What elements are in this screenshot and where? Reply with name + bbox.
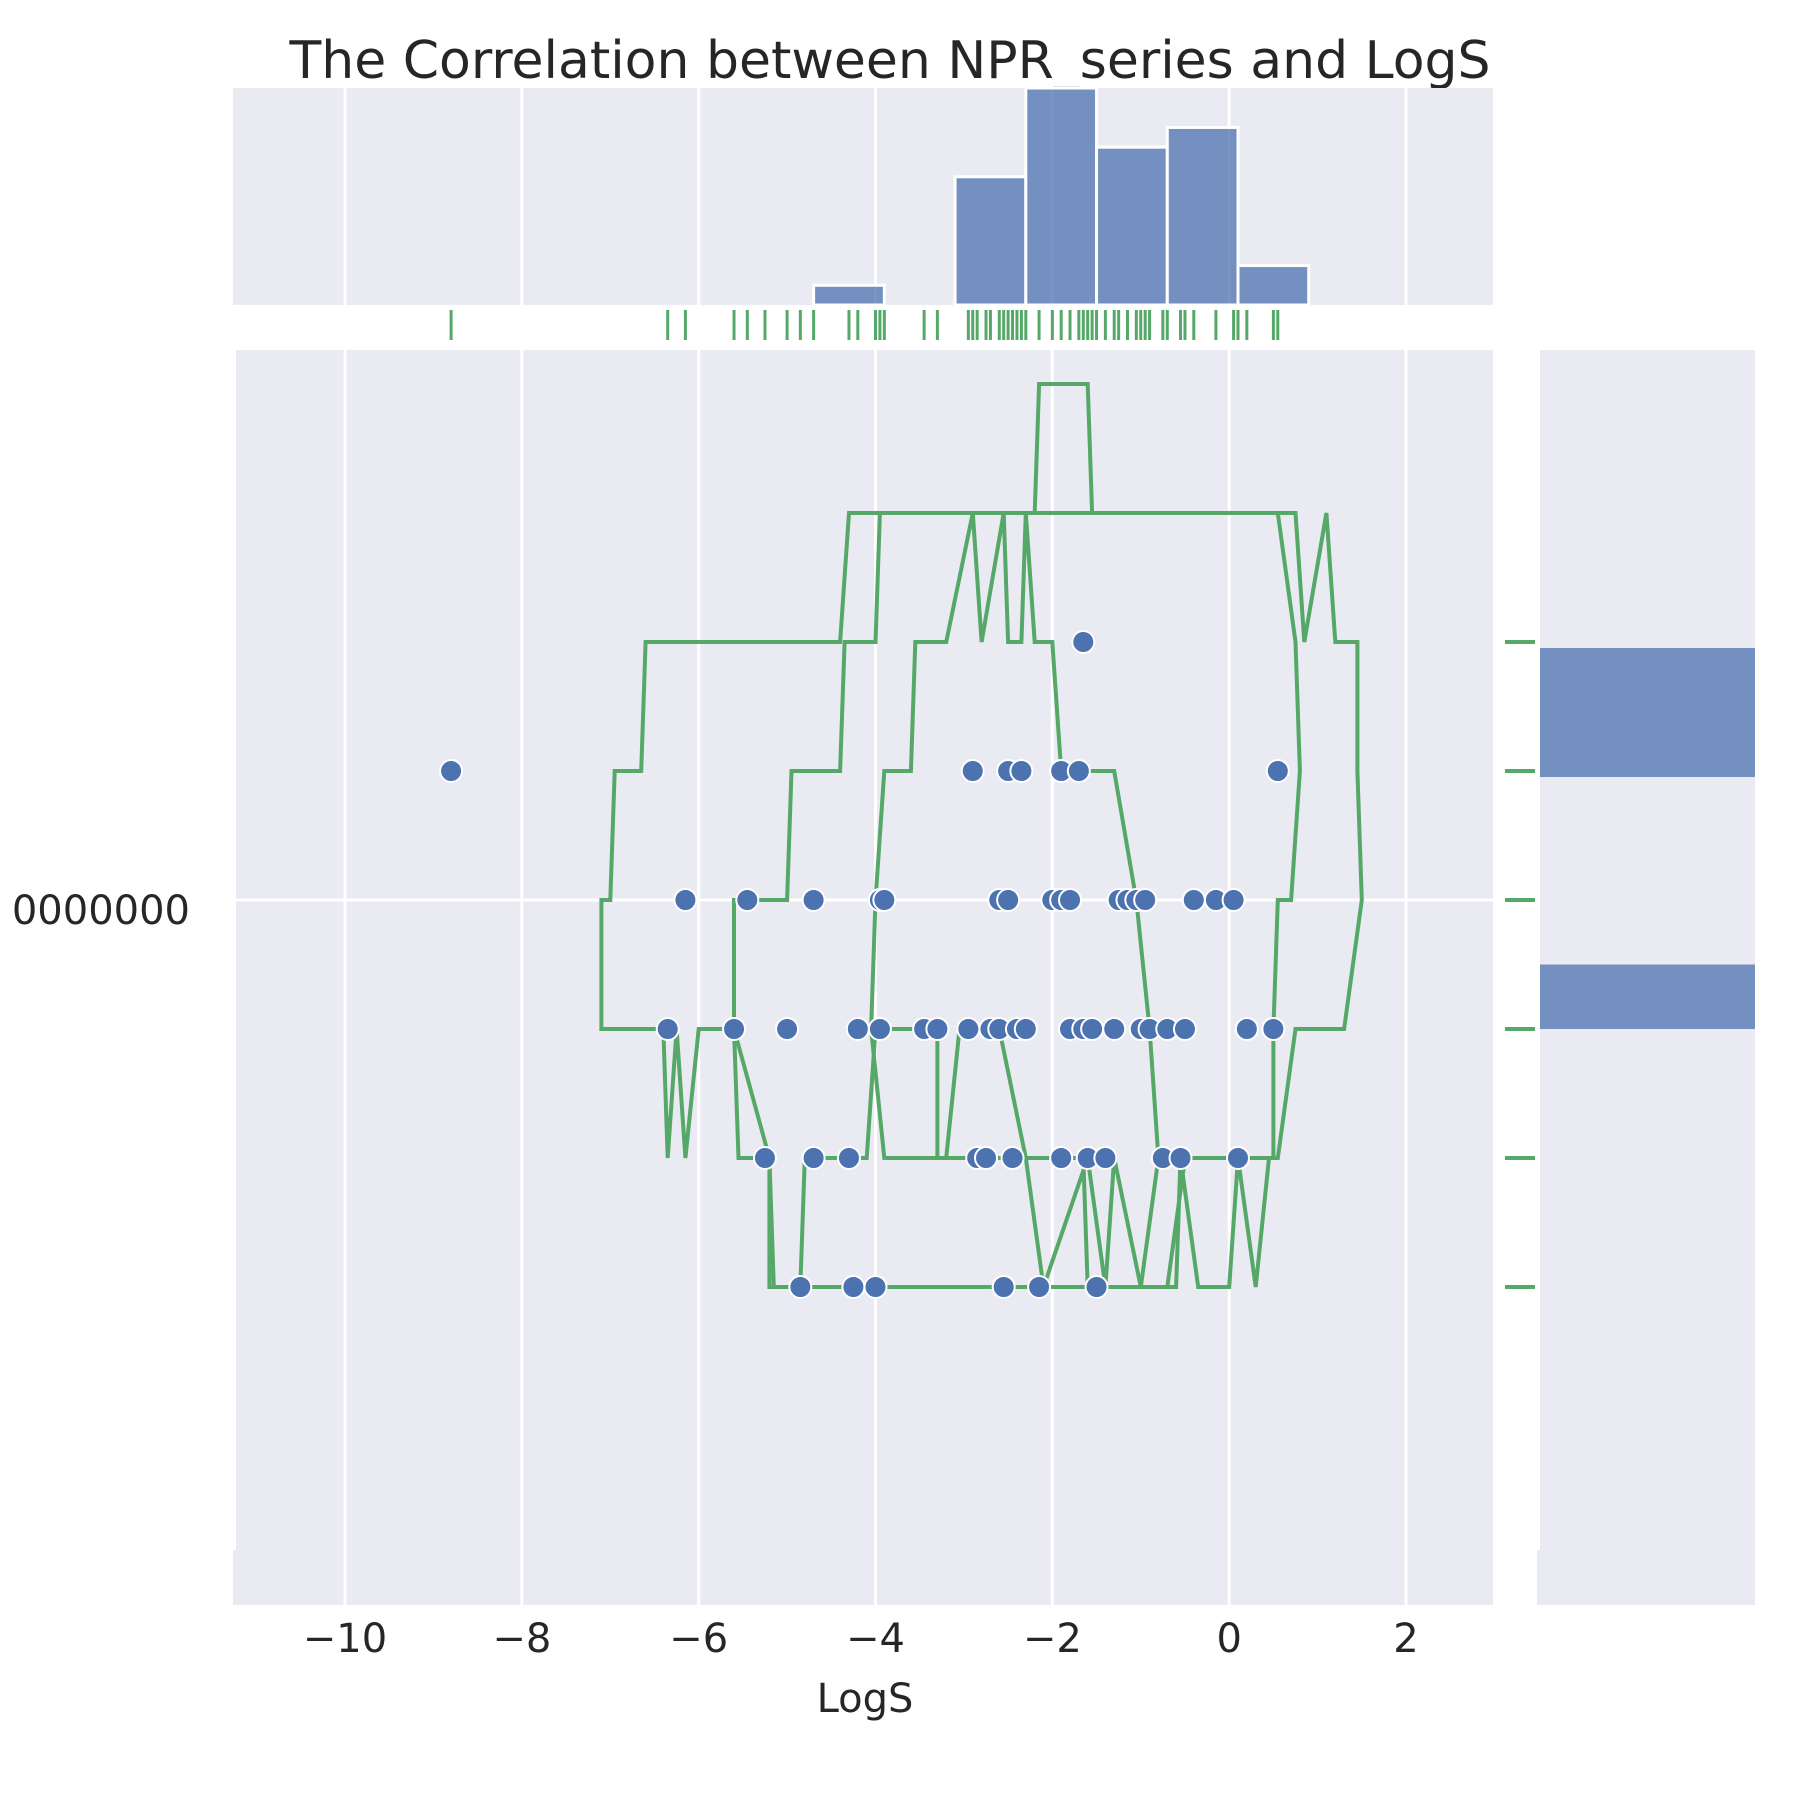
x-tick-label: 0 (1216, 1616, 1241, 1662)
scatter-point (1000, 1146, 1025, 1170)
scatter-point (1133, 888, 1158, 912)
scatter-point (925, 1017, 950, 1041)
scatter-point (1102, 1017, 1127, 1041)
scatter-point (1226, 1146, 1251, 1170)
scatter-point (673, 888, 698, 912)
scatter-point (439, 759, 464, 783)
x-tick-label: −6 (669, 1616, 728, 1662)
scatter-point (1049, 1146, 1074, 1170)
scatter-point (1093, 1146, 1118, 1170)
scatter-point (956, 1017, 981, 1041)
chart-title: The Correlation between NPR_series and L… (288, 31, 1490, 91)
scatter-point (991, 1275, 1016, 1299)
scatter-point (752, 1146, 777, 1170)
scatter-point (1084, 1275, 1109, 1299)
top-histogram-bar (1024, 86, 1099, 307)
scatter-point (1058, 888, 1083, 912)
x-tick-label: −2 (1023, 1616, 1082, 1662)
scatter-point (801, 1146, 826, 1170)
main-scatter-axes (233, 350, 1493, 1605)
scatter-point (836, 1146, 861, 1170)
x-tick-label: −4 (846, 1616, 905, 1662)
scatter-point (1265, 759, 1290, 783)
scatter-point (801, 888, 826, 912)
right-histogram-bar (1540, 648, 1755, 777)
scatter-point (1181, 888, 1206, 912)
main-plot-background-bottom (233, 1550, 1493, 1605)
scatter-point (1080, 1017, 1105, 1041)
scatter-point (1261, 1017, 1286, 1041)
x-axis-ticks: −10 −8 −6 −4 −2 0 2 (303, 1616, 1419, 1662)
scatter-point (1027, 1275, 1052, 1299)
right-histogram-bar (1540, 964, 1755, 1029)
scatter-point (1071, 630, 1096, 654)
scatter-point (1172, 1017, 1197, 1041)
top-histogram-bar (1095, 145, 1169, 307)
top-rug-plot (449, 310, 1280, 340)
top-histogram-bar (1165, 125, 1240, 307)
main-plot-background (236, 350, 1493, 1555)
scatter-point (996, 888, 1021, 912)
scatter-point (841, 1275, 866, 1299)
scatter-point (1221, 888, 1246, 912)
x-tick-label: −10 (303, 1616, 387, 1662)
scatter-point (863, 1275, 888, 1299)
scatter-point (735, 888, 760, 912)
scatter-point (872, 888, 897, 912)
right-rug-plot (1505, 640, 1535, 1289)
x-tick-label: 2 (1393, 1616, 1418, 1662)
scatter-point (788, 1275, 813, 1299)
right-marginal-histogram (1537, 350, 1755, 1605)
scatter-point (722, 1017, 747, 1041)
top-histogram-bar (1236, 264, 1311, 307)
right-marginal-background-bottom (1537, 1550, 1755, 1605)
scatter-point (775, 1017, 800, 1041)
scatter-point (974, 1146, 999, 1170)
top-histogram-bar (953, 175, 1028, 307)
scatter-point (655, 1017, 680, 1041)
scatter-point (960, 759, 985, 783)
top-histogram-bar (812, 283, 886, 307)
density-contour-line (732, 382, 1302, 1289)
scatter-point (1234, 1017, 1259, 1041)
scatter-point (845, 1017, 870, 1041)
scatter-point (867, 1017, 892, 1041)
top-marginal-histogram (233, 86, 1493, 307)
x-axis-label: LogS (817, 1676, 914, 1722)
x-tick-label: −8 (492, 1616, 551, 1662)
y-tick-label: 0000000 (12, 888, 190, 934)
scatter-point (1168, 1146, 1193, 1170)
scatter-point (1066, 759, 1091, 783)
scatter-point (1009, 759, 1034, 783)
scatter-point (1013, 1017, 1038, 1041)
right-marginal-background (1540, 350, 1755, 1555)
